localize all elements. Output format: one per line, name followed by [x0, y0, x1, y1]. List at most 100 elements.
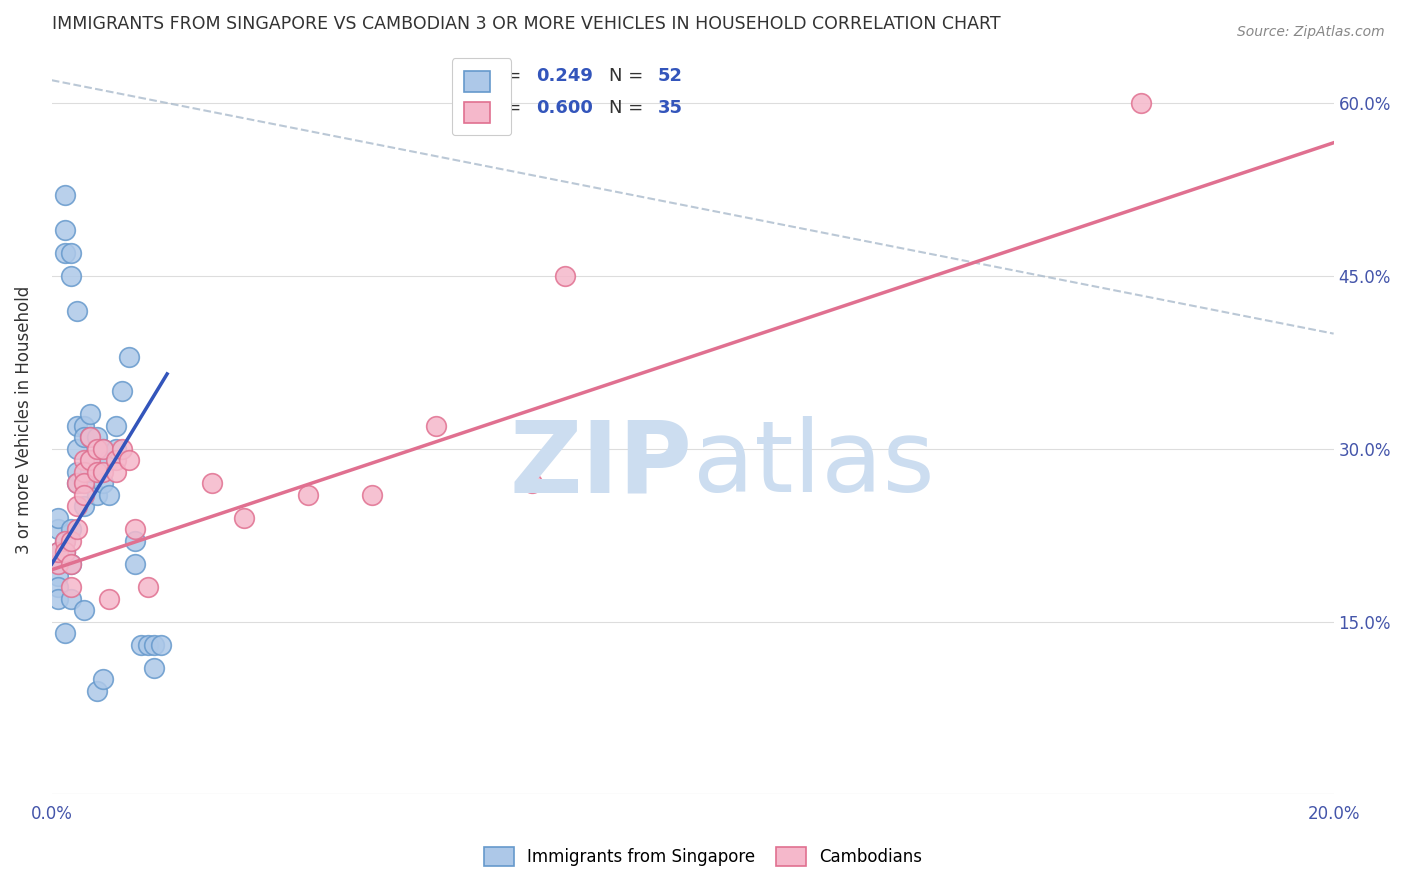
- Point: [111, 384, 134, 399]
- Point: [53, 545, 76, 559]
- Point: [91, 465, 114, 479]
- Point: [59, 523, 82, 537]
- Point: [124, 557, 146, 571]
- Point: [46, 580, 69, 594]
- Point: [79, 407, 101, 421]
- Point: [1130, 96, 1153, 111]
- Point: [46, 557, 69, 571]
- Point: [53, 533, 76, 548]
- Point: [86, 465, 108, 479]
- Point: [53, 188, 76, 202]
- Point: [553, 268, 575, 283]
- Point: [98, 453, 121, 467]
- Point: [73, 476, 96, 491]
- Text: 35: 35: [658, 99, 683, 117]
- Text: atlas: atlas: [693, 417, 935, 514]
- Point: [66, 442, 89, 456]
- Text: N =: N =: [609, 99, 650, 117]
- Point: [46, 591, 69, 606]
- Point: [79, 430, 101, 444]
- Point: [361, 488, 384, 502]
- Point: [79, 430, 101, 444]
- Point: [66, 303, 89, 318]
- Point: [149, 638, 172, 652]
- Point: [59, 580, 82, 594]
- Point: [124, 533, 146, 548]
- Point: [53, 246, 76, 260]
- Text: 0.600: 0.600: [536, 99, 593, 117]
- Point: [73, 603, 96, 617]
- Point: [73, 465, 96, 479]
- Point: [86, 488, 108, 502]
- Point: [53, 626, 76, 640]
- Point: [201, 476, 224, 491]
- Point: [73, 488, 96, 502]
- Point: [73, 500, 96, 514]
- Legend: Immigrants from Singapore, Cambodians: Immigrants from Singapore, Cambodians: [475, 838, 931, 875]
- Point: [73, 430, 96, 444]
- Point: [59, 268, 82, 283]
- Point: [91, 442, 114, 456]
- Point: [66, 523, 89, 537]
- Text: 0.249: 0.249: [536, 67, 593, 85]
- Point: [131, 638, 153, 652]
- Point: [53, 545, 76, 559]
- Point: [104, 418, 127, 433]
- Point: [118, 453, 141, 467]
- Point: [86, 430, 108, 444]
- Point: [66, 418, 89, 433]
- Text: R =: R =: [488, 67, 527, 85]
- Point: [46, 557, 69, 571]
- Point: [46, 545, 69, 559]
- Point: [79, 465, 101, 479]
- Point: [53, 223, 76, 237]
- Point: [522, 476, 544, 491]
- Point: [104, 453, 127, 467]
- Point: [73, 418, 96, 433]
- Point: [91, 476, 114, 491]
- Point: [91, 672, 114, 686]
- Point: [59, 591, 82, 606]
- Point: [86, 683, 108, 698]
- Point: [46, 523, 69, 537]
- Point: [425, 418, 447, 433]
- Point: [143, 661, 166, 675]
- Point: [59, 557, 82, 571]
- Point: [118, 350, 141, 364]
- Point: [66, 476, 89, 491]
- Point: [66, 465, 89, 479]
- Point: [233, 511, 256, 525]
- Point: [46, 511, 69, 525]
- Point: [73, 476, 96, 491]
- Point: [46, 568, 69, 582]
- Point: [59, 246, 82, 260]
- Point: [104, 465, 127, 479]
- Point: [297, 488, 319, 502]
- Text: Source: ZipAtlas.com: Source: ZipAtlas.com: [1237, 25, 1385, 39]
- Point: [124, 523, 146, 537]
- Point: [66, 476, 89, 491]
- Text: R =: R =: [488, 99, 527, 117]
- Point: [53, 533, 76, 548]
- Point: [111, 442, 134, 456]
- Point: [59, 533, 82, 548]
- Legend: , : ,: [451, 59, 512, 136]
- Point: [136, 580, 159, 594]
- Point: [73, 453, 96, 467]
- Text: IMMIGRANTS FROM SINGAPORE VS CAMBODIAN 3 OR MORE VEHICLES IN HOUSEHOLD CORRELATI: IMMIGRANTS FROM SINGAPORE VS CAMBODIAN 3…: [52, 15, 1001, 33]
- Point: [46, 545, 69, 559]
- Text: N =: N =: [609, 67, 650, 85]
- Point: [98, 591, 121, 606]
- Point: [136, 638, 159, 652]
- Point: [79, 453, 101, 467]
- Y-axis label: 3 or more Vehicles in Household: 3 or more Vehicles in Household: [15, 286, 32, 554]
- Point: [98, 488, 121, 502]
- Point: [66, 500, 89, 514]
- Point: [86, 465, 108, 479]
- Point: [86, 442, 108, 456]
- Point: [79, 453, 101, 467]
- Point: [143, 638, 166, 652]
- Point: [59, 557, 82, 571]
- Point: [91, 442, 114, 456]
- Text: ZIP: ZIP: [510, 417, 693, 514]
